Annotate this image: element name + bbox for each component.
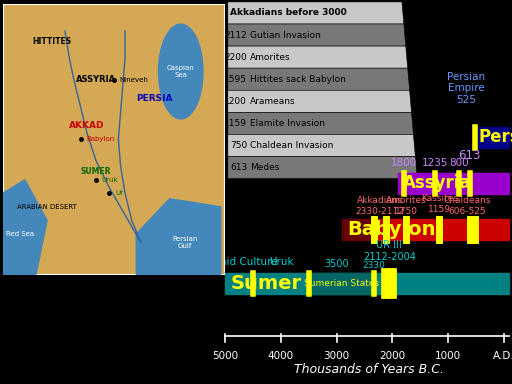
Text: 1159: 1159 (224, 119, 247, 128)
Text: 5000: 5000 (212, 351, 239, 361)
Text: HITTITES: HITTITES (32, 37, 71, 46)
Polygon shape (3, 180, 47, 275)
Polygon shape (228, 2, 404, 24)
Text: Akkadians
2330-2112: Akkadians 2330-2112 (356, 196, 404, 216)
Text: 1800: 1800 (391, 158, 417, 168)
Text: Caspian
Sea: Caspian Sea (167, 65, 195, 78)
Text: Chaldeans
606-525: Chaldeans 606-525 (444, 196, 492, 216)
Polygon shape (228, 134, 415, 157)
Text: Thousands of Years B.C.: Thousands of Years B.C. (294, 362, 443, 376)
Text: PERSIA: PERSIA (136, 94, 172, 103)
Text: Assyria: Assyria (403, 174, 472, 192)
Polygon shape (228, 24, 406, 46)
Text: 750: 750 (230, 141, 247, 150)
FancyBboxPatch shape (3, 4, 225, 275)
FancyBboxPatch shape (343, 219, 374, 240)
Text: Chaldean Invasion: Chaldean Invasion (250, 141, 333, 150)
Text: Kassites
1159: Kassites 1159 (421, 194, 458, 214)
Text: 2112: 2112 (225, 31, 247, 40)
Text: ARABIAN DESERT: ARABIAN DESERT (17, 204, 77, 210)
FancyBboxPatch shape (309, 273, 374, 294)
Text: Uruk: Uruk (102, 177, 118, 183)
Text: Sumer: Sumer (230, 274, 302, 293)
Text: ASSYRIA: ASSYRIA (76, 75, 116, 84)
Text: Amorites: Amorites (250, 53, 290, 61)
Text: SUMER: SUMER (81, 167, 111, 176)
Text: 1235: 1235 (422, 158, 449, 168)
Text: A.D.: A.D. (493, 351, 512, 361)
Text: Akkadians before 3000: Akkadians before 3000 (230, 8, 347, 17)
Text: 2200: 2200 (225, 53, 247, 61)
Polygon shape (228, 46, 408, 68)
Text: Persia: Persia (478, 128, 512, 146)
Text: 4000: 4000 (268, 351, 294, 361)
Text: Arameans: Arameans (250, 97, 295, 106)
Text: Ur: Ur (115, 190, 123, 196)
Ellipse shape (159, 24, 203, 119)
Text: Hittites sack Babylon: Hittites sack Babylon (250, 75, 346, 84)
Text: Elamite Invasion: Elamite Invasion (250, 119, 325, 128)
Text: Medes: Medes (250, 163, 279, 172)
Text: 3500: 3500 (325, 259, 349, 269)
Text: Persian
Empire
525: Persian Empire 525 (447, 72, 485, 105)
Text: 1200: 1200 (224, 97, 247, 106)
Text: Amorites
1750: Amorites 1750 (386, 196, 426, 216)
Text: AKKAD: AKKAD (70, 121, 105, 130)
Text: 1000: 1000 (435, 351, 461, 361)
Text: UR III
2112-2004: UR III 2112-2004 (363, 240, 416, 262)
Polygon shape (228, 112, 414, 134)
Text: 3000: 3000 (324, 351, 350, 361)
Text: 2000: 2000 (379, 351, 406, 361)
Polygon shape (136, 199, 221, 275)
Text: Uruk: Uruk (269, 257, 293, 267)
Text: Gutian Invasion: Gutian Invasion (250, 31, 321, 40)
FancyBboxPatch shape (225, 273, 509, 294)
Text: Red Sea: Red Sea (6, 231, 34, 237)
Polygon shape (228, 157, 417, 179)
Polygon shape (228, 68, 410, 90)
Polygon shape (228, 90, 412, 112)
Text: Sumerian States: Sumerian States (304, 279, 379, 288)
FancyBboxPatch shape (374, 219, 509, 240)
Text: 1595: 1595 (224, 75, 247, 84)
FancyBboxPatch shape (473, 127, 509, 148)
Text: Persian
Gulf: Persian Gulf (173, 235, 198, 248)
Text: Nineveh: Nineveh (119, 77, 148, 83)
FancyBboxPatch shape (398, 173, 509, 194)
Text: Babylon: Babylon (348, 220, 436, 239)
Text: 2330: 2330 (362, 261, 386, 270)
Text: Babylon: Babylon (86, 136, 114, 142)
Text: 613: 613 (230, 163, 247, 172)
Text: Ubaid Culture: Ubaid Culture (206, 257, 278, 267)
Text: 800: 800 (450, 158, 469, 168)
Text: 613: 613 (459, 149, 481, 162)
